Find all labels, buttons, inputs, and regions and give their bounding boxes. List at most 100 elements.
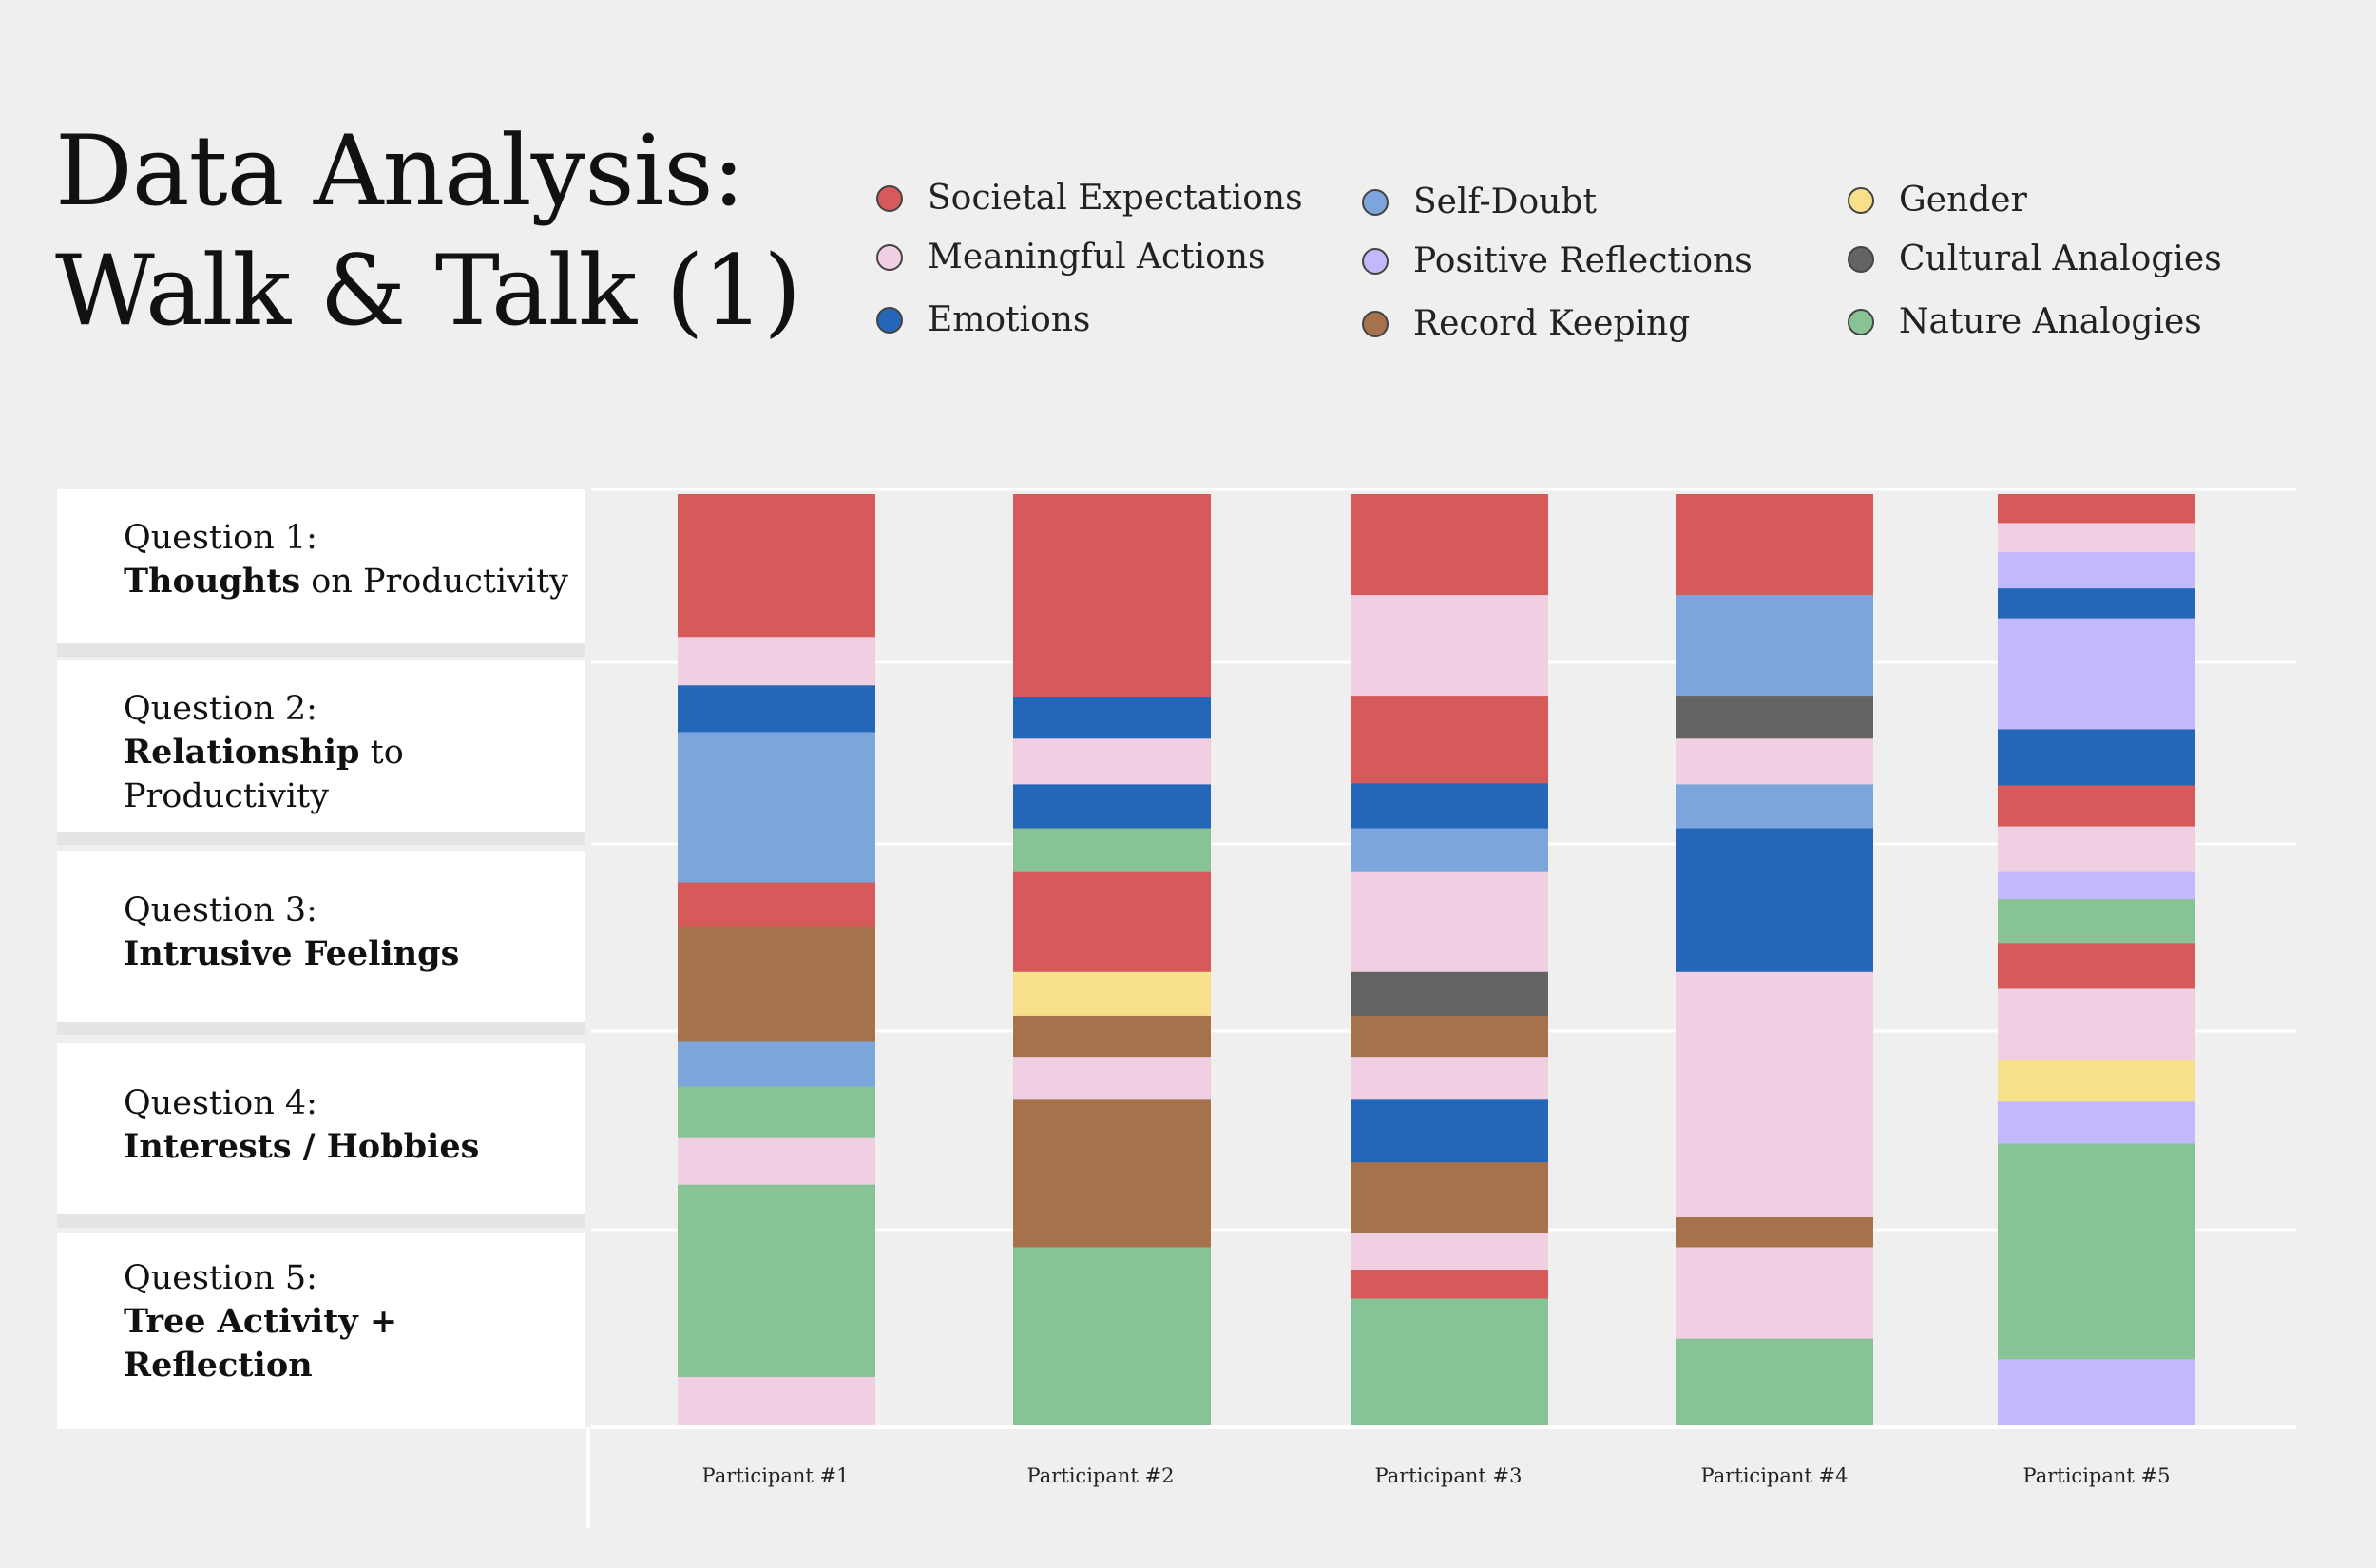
bar-segment-p4-5-self-doubt bbox=[1676, 784, 1873, 830]
bar-segment-p1-4-self-doubt bbox=[678, 732, 875, 884]
bar-segment-p3-12-meaningful-actions bbox=[1351, 1233, 1548, 1271]
bar-segment-p4-8-record-keeping bbox=[1676, 1217, 1873, 1249]
bar-segment-p2-11-nature-analogies bbox=[1013, 1247, 1211, 1428]
question-number: Question 2: bbox=[124, 690, 317, 728]
question-topic-bold: Tree Activity + Reflection bbox=[124, 1302, 398, 1385]
question-topic: Interests / Hobbies bbox=[124, 1125, 585, 1169]
x-tick-label-participant-3: Participant #3 bbox=[1375, 1464, 1523, 1487]
question-topic-bold: Interests / Hobbies bbox=[124, 1127, 480, 1166]
bar-segment-p2-5-nature-analogies bbox=[1013, 828, 1211, 873]
legend-item-record-keeping: Record Keeping bbox=[1362, 304, 1690, 343]
question-topic-bold: Relationship bbox=[124, 733, 360, 772]
bar-segment-p1-5-societal-expectations bbox=[678, 882, 875, 927]
legend-label: Emotions bbox=[928, 300, 1091, 339]
question-panel-5: Question 5: Tree Activity + Reflection bbox=[57, 1233, 585, 1429]
page-title: Data Analysis: Walk & Talk (1) bbox=[55, 112, 801, 352]
bar-segment-p3-6-meaningful-actions bbox=[1351, 871, 1548, 973]
bar-segment-p3-8-record-keeping bbox=[1351, 1015, 1548, 1058]
legend-label: Societal Expectations bbox=[928, 179, 1303, 218]
bar-segment-p5-12-meaningful-actions bbox=[1998, 988, 2195, 1061]
bar-segment-p5-10-nature-analogies bbox=[1998, 899, 2195, 944]
bar-segment-p5-15-nature-analogies bbox=[1998, 1143, 2195, 1360]
bar-segment-p5-9-positive-reflections bbox=[1998, 871, 2195, 900]
bar-segment-p5-1-societal-expectations bbox=[1998, 494, 2195, 525]
bar-segment-p5-3-positive-reflections bbox=[1998, 551, 2195, 589]
question-number: Question 4: bbox=[124, 1084, 317, 1122]
legend-label: Gender bbox=[1899, 181, 2027, 220]
legend-label: Nature Analogies bbox=[1899, 302, 2202, 341]
bar-segment-p5-16-positive-reflections bbox=[1998, 1359, 2195, 1428]
legend-swatch-icon bbox=[1362, 188, 1389, 216]
x-tick-label-participant-4: Participant #4 bbox=[1701, 1464, 1849, 1487]
bar-segment-p5-5-positive-reflections bbox=[1998, 618, 2195, 731]
bar-segment-p1-3-emotions bbox=[678, 685, 875, 734]
bar-segment-p1-9-meaningful-actions bbox=[678, 1137, 875, 1186]
bar-segment-p2-10-record-keeping bbox=[1013, 1099, 1211, 1249]
legend-item-meaningful-actions: Meaningful Actions bbox=[876, 238, 1266, 277]
bar-segment-p4-9-meaningful-actions bbox=[1676, 1247, 1873, 1340]
question-topic: Relationship to Productivity bbox=[124, 731, 585, 818]
question-number: Question 5: bbox=[124, 1259, 317, 1297]
question-topic: Tree Activity + Reflection bbox=[124, 1300, 585, 1387]
bar-segment-p5-8-meaningful-actions bbox=[1998, 826, 2195, 873]
bar-segment-p3-14-nature-analogies bbox=[1351, 1298, 1548, 1428]
bar-segment-p2-9-meaningful-actions bbox=[1013, 1057, 1211, 1100]
bar-segment-p3-13-societal-expectations bbox=[1351, 1270, 1548, 1300]
question-number: Question 1: bbox=[124, 519, 317, 557]
legend-label: Record Keeping bbox=[1413, 304, 1691, 343]
bar-segment-p1-2-meaningful-actions bbox=[678, 637, 875, 686]
legend-label: Meaningful Actions bbox=[928, 238, 1266, 277]
bar-segment-p3-3-societal-expectations bbox=[1351, 696, 1548, 785]
legend-swatch-icon bbox=[1362, 247, 1389, 275]
title-line-2: Walk & Talk (1) bbox=[55, 235, 801, 348]
bars bbox=[678, 494, 2195, 1428]
legend-label: Cultural Analogies bbox=[1899, 239, 2222, 278]
legend-swatch-icon bbox=[1362, 310, 1389, 337]
bar-segment-p2-7-gender bbox=[1013, 971, 1211, 1017]
bar-segment-p3-11-record-keeping bbox=[1351, 1162, 1548, 1234]
bar-segment-p3-9-meaningful-actions bbox=[1351, 1057, 1548, 1100]
legend-swatch-icon bbox=[1848, 186, 1874, 214]
legend-swatch-icon bbox=[876, 306, 903, 334]
legend-item-gender: Gender bbox=[1848, 181, 2027, 220]
question-panel-1: Question 1: Thoughts on Productivity bbox=[57, 489, 585, 643]
bar-segment-p3-2-meaningful-actions bbox=[1351, 595, 1548, 697]
title-line-1: Data Analysis: bbox=[55, 115, 745, 228]
panel-divider bbox=[57, 1022, 585, 1035]
bar-segment-p4-10-nature-analogies bbox=[1676, 1338, 1873, 1428]
legend-item-cultural-analogies: Cultural Analogies bbox=[1848, 239, 2222, 278]
panel-divider bbox=[57, 1214, 585, 1228]
bar-segment-p5-4-emotions bbox=[1998, 588, 2195, 620]
bar-segment-p1-1-societal-expectations bbox=[678, 494, 875, 638]
x-axis-labels: Participant #1 Participant #2 Participan… bbox=[702, 1464, 2171, 1487]
bar-segment-p4-6-emotions bbox=[1676, 828, 1873, 973]
bar-segment-p3-1-societal-expectations bbox=[1351, 494, 1548, 596]
question-topic: Thoughts on Productivity bbox=[124, 560, 585, 603]
legend-item-emotions: Emotions bbox=[876, 300, 1090, 339]
bar-segment-p2-3-meaningful-actions bbox=[1013, 738, 1211, 785]
bar-segment-p2-2-emotions bbox=[1013, 697, 1211, 739]
bar-segment-p5-7-societal-expectations bbox=[1998, 785, 2195, 828]
legend-item-nature-analogies: Nature Analogies bbox=[1848, 302, 2202, 341]
bar-segment-p1-10-nature-analogies bbox=[678, 1184, 875, 1378]
bar-segment-p2-4-emotions bbox=[1013, 784, 1211, 830]
bar-segment-p1-7-self-doubt bbox=[678, 1041, 875, 1088]
question-panel-2: Question 2: Relationship to Productivity bbox=[57, 660, 585, 832]
bar-segment-p1-11-meaningful-actions bbox=[678, 1376, 875, 1428]
question-panel-4: Question 4: Interests / Hobbies bbox=[57, 1043, 585, 1214]
question-topic-rest: to Productivity bbox=[124, 734, 404, 815]
bar-segment-p2-1-societal-expectations bbox=[1013, 494, 1211, 698]
legend-swatch-icon bbox=[1848, 245, 1874, 273]
bar-segment-p1-8-nature-analogies bbox=[678, 1086, 875, 1138]
legend-swatch-icon bbox=[876, 243, 903, 271]
question-topic-bold: Thoughts bbox=[124, 562, 301, 601]
bar-segment-p3-7-cultural-analogies bbox=[1351, 971, 1548, 1017]
question-topic-rest: on Productivity bbox=[300, 563, 568, 601]
bar-segment-p5-13-gender bbox=[1998, 1060, 2195, 1102]
bar-segment-p3-5-self-doubt bbox=[1351, 828, 1548, 873]
question-panel-3: Question 3: Intrusive Feelings bbox=[57, 851, 585, 1022]
panel-divider bbox=[57, 832, 585, 845]
bar-segment-p1-6-record-keeping bbox=[678, 926, 875, 1042]
